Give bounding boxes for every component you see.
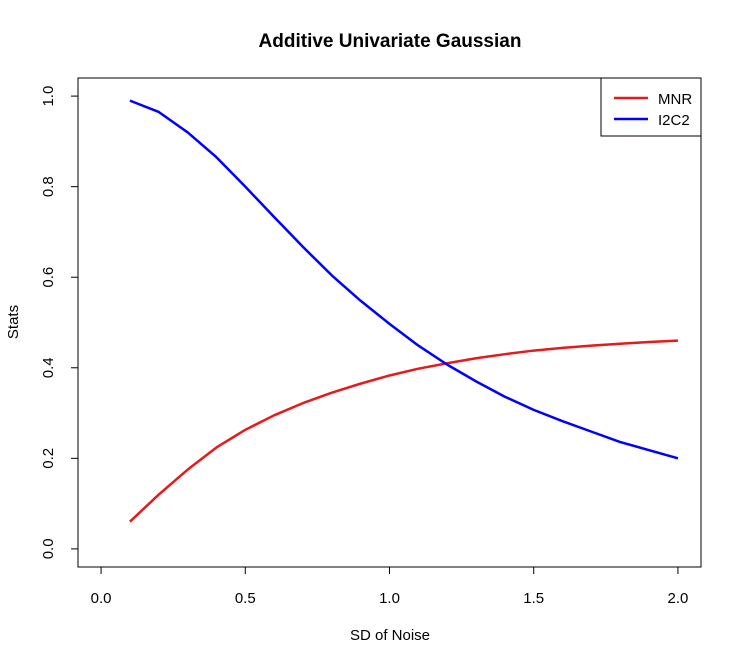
x-tick-label: 1.0 — [379, 590, 400, 607]
series-lines — [129, 99, 679, 523]
y-tick-label: 0.4 — [40, 357, 57, 378]
x-tick-label: 2.0 — [667, 590, 688, 607]
series-line-mnr — [129, 339, 678, 523]
y-tick-label: 0.6 — [40, 267, 57, 288]
y-axis: 0.0 0.2 0.4 0.6 0.8 1.0 — [40, 86, 79, 559]
chart-title: Additive Univariate Gaussian — [259, 31, 522, 52]
series-line-i2c2 — [129, 99, 679, 460]
y-tick-label: 0.2 — [40, 448, 57, 469]
legend-box — [600, 77, 702, 137]
x-tick-label: 1.5 — [523, 590, 544, 607]
y-tick-label: 1.0 — [40, 86, 57, 107]
x-tick-label: 0.0 — [91, 590, 112, 607]
legend-label-mnr: MNR — [658, 91, 692, 108]
y-axis-label: Stats — [5, 305, 22, 339]
y-tick-label: 0.8 — [40, 176, 57, 197]
legend-label-i2c2: I2C2 — [658, 112, 690, 129]
legend: MNR I2C2 — [600, 77, 702, 137]
x-axis-label: SD of Noise — [350, 627, 430, 644]
x-axis: 0.0 0.5 1.0 1.5 2.0 — [91, 566, 688, 607]
y-tick-label: 0.0 — [40, 538, 57, 559]
x-tick-label: 0.5 — [235, 590, 256, 607]
